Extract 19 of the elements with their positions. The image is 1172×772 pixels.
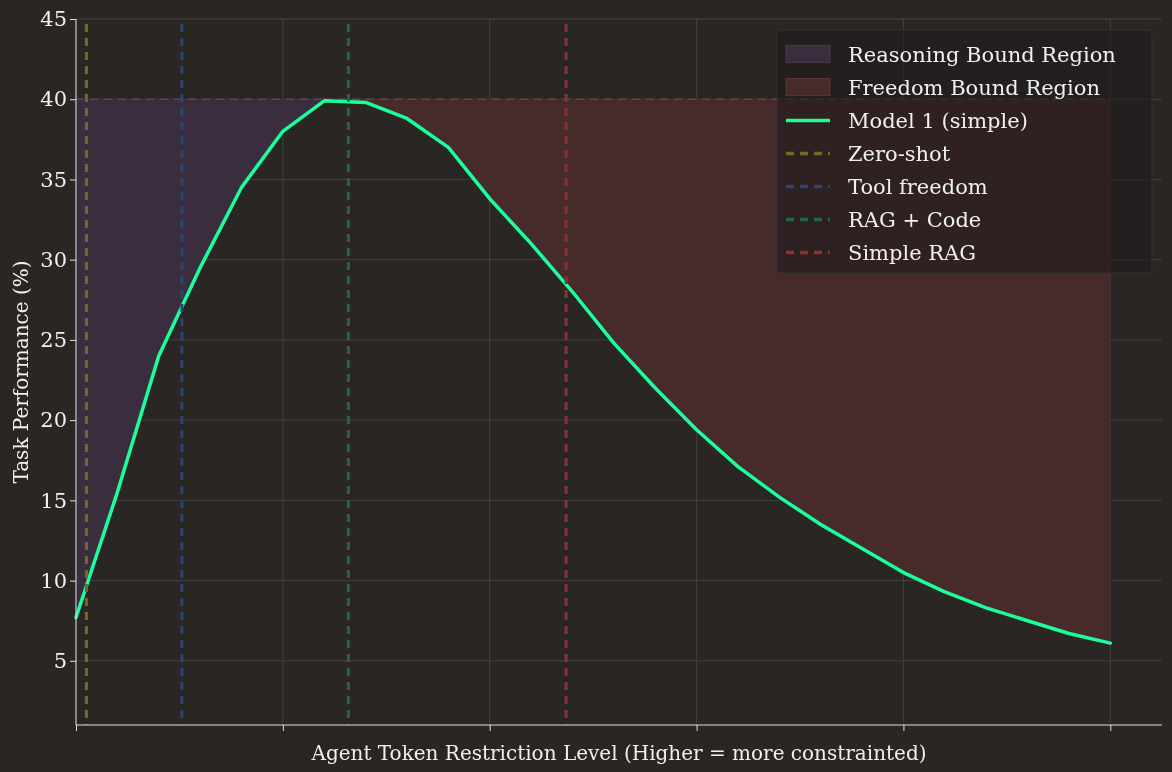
y-tick-label: 25	[40, 328, 67, 353]
text: Simple RAG	[848, 240, 977, 265]
y-tick-label: 20	[40, 408, 67, 433]
y-axis-title: Task Performance (%)	[9, 260, 33, 484]
legend-label: Freedom Bound Region	[848, 75, 1100, 100]
y-tick-label: 30	[40, 247, 67, 272]
y-tick-label: 15	[40, 488, 67, 513]
y-tick-label: 10	[40, 568, 67, 593]
y-tick-label: 40	[40, 87, 67, 112]
text: Tool freedom	[848, 174, 988, 199]
y-tick-label: 5	[53, 649, 67, 674]
x-axis-title: Agent Token Restriction Level (Higher = more constrainted)	[310, 741, 927, 765]
y-tick-label: 35	[40, 167, 67, 192]
text: Zero-shot	[848, 141, 951, 166]
legend-label: Reasoning Bound Region	[848, 42, 1116, 67]
y-tick-label: 45	[40, 7, 67, 32]
line-series	[74, 99, 1113, 645]
legend-label: Model 1 (simple)	[848, 108, 1028, 133]
text: RAG + Code	[848, 207, 982, 232]
